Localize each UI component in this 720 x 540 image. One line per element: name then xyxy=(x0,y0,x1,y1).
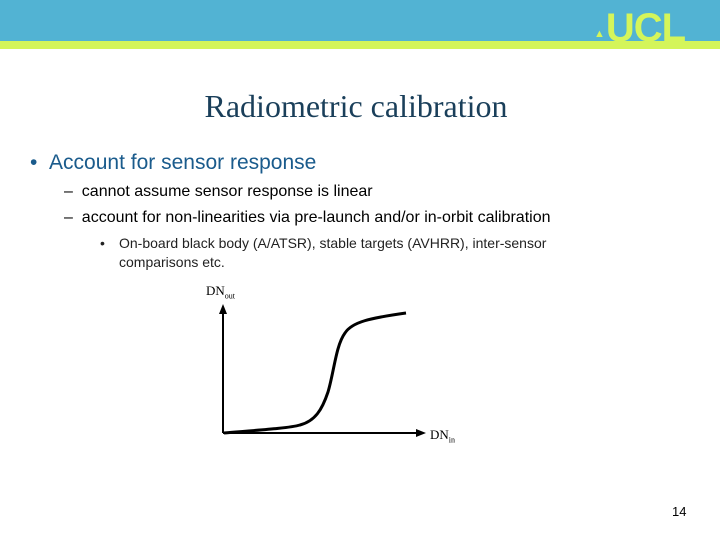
ucl-logo: ▲UCL xyxy=(594,6,686,50)
y-axis xyxy=(219,304,227,433)
slide-title: Radiometric calibration xyxy=(204,88,508,124)
portico-icon: ▲ xyxy=(594,28,605,40)
page-number: 14 xyxy=(672,504,687,519)
sub-bullet-text: account for non-linearities via pre-laun… xyxy=(81,209,551,226)
header-accent-band xyxy=(0,41,720,49)
sub-bullet: – account for non-linearities via pre-la… xyxy=(64,209,551,226)
response-curve xyxy=(223,311,407,435)
x-axis xyxy=(223,429,426,437)
header-band xyxy=(0,0,720,41)
subsub-bullet: • On-board black body (A/ATSR), stable ta… xyxy=(100,234,620,272)
x-axis-label: DNin xyxy=(430,427,456,445)
logo-text: UCL xyxy=(605,6,686,50)
bullet-main-text: Account for sensor response xyxy=(49,151,317,174)
sub-bullet: – cannot assume sensor response is linea… xyxy=(64,183,373,200)
sub-bullet-text: cannot assume sensor response is linear xyxy=(81,183,373,200)
bullet-main: • Account for sensor response xyxy=(30,151,317,174)
subsub-bullet-text: On-board black body (A/ATSR), stable tar… xyxy=(119,235,547,270)
y-axis-label: DNout xyxy=(206,283,236,301)
